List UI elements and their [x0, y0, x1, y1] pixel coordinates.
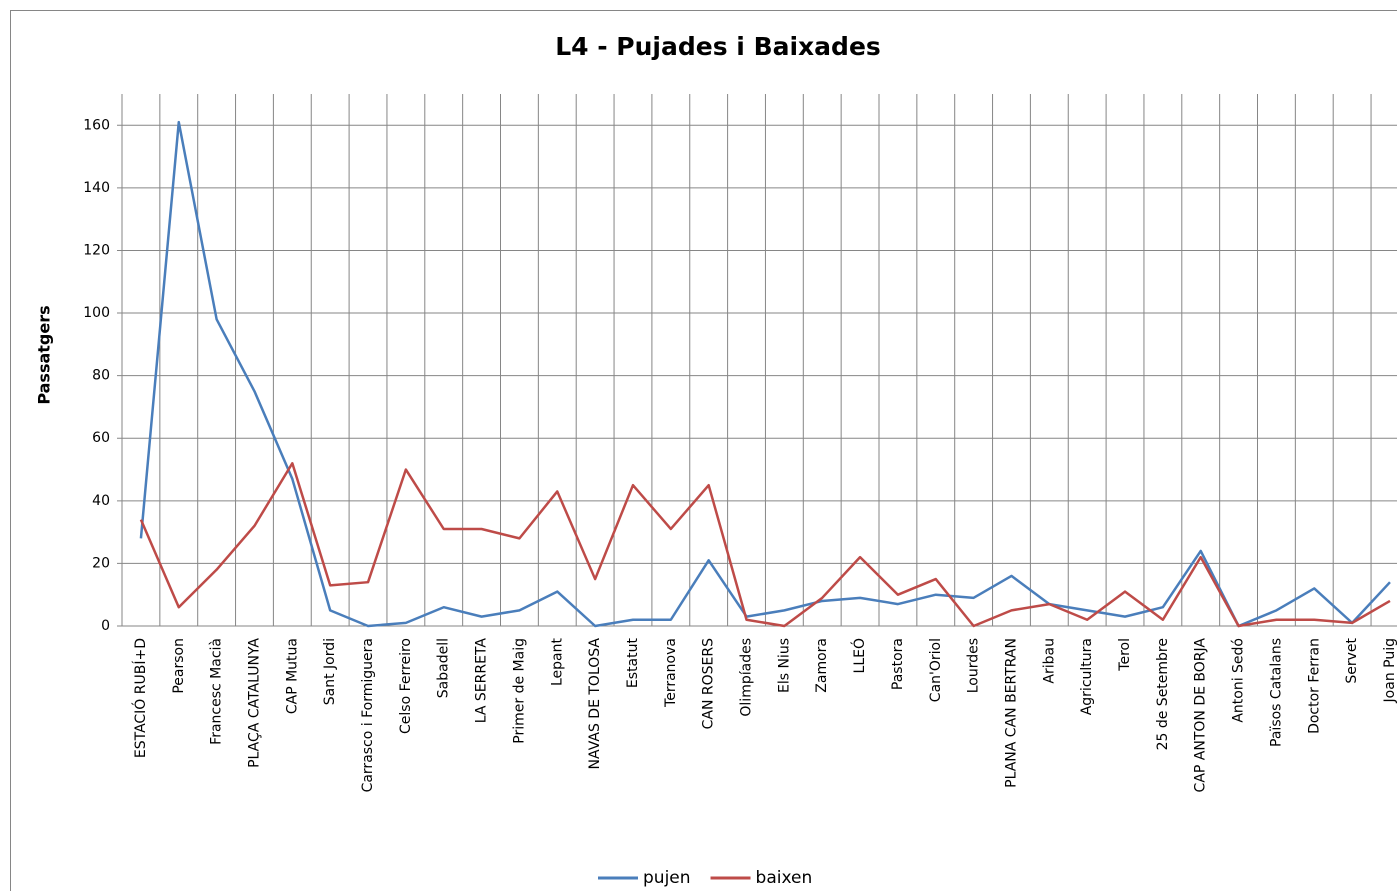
legend-label: pujen [643, 868, 691, 888]
x-tick-label: LLEÓ [850, 638, 868, 673]
x-tick-label: Sant Jordi [322, 638, 338, 705]
x-tick-label: Aribau [1041, 638, 1057, 684]
y-tick-label: 100 [83, 305, 110, 321]
y-tick-label: 140 [83, 180, 110, 196]
x-tick-label: Olimpíades [739, 638, 755, 717]
x-tick-label: Estatut [625, 637, 641, 688]
x-tick-label: Zamora [814, 638, 830, 693]
x-tick-label: LA SERRETA [474, 638, 490, 724]
x-tick-label: CAN ROSERS [701, 638, 717, 729]
x-tick-label: Celso Ferreiro [398, 638, 414, 734]
legend-label: baixen [756, 868, 813, 888]
x-tick-label: Doctor Ferran [1306, 638, 1322, 734]
x-tick-label: Can'Oriol [928, 638, 944, 702]
x-tick-label: PLAÇA CATALUNYA [246, 638, 262, 768]
x-tick-label: Servet [1344, 638, 1360, 684]
y-tick-label: 40 [92, 493, 110, 509]
y-tick-label: 60 [92, 430, 110, 446]
x-tick-label: Els Nius [776, 638, 792, 693]
x-tick-label: CAP ANTON DE BORJA [1193, 638, 1209, 793]
x-tick-label: Sabadell [436, 638, 452, 698]
y-tick-label: 80 [92, 368, 110, 384]
x-tick-label: Lourdes [966, 638, 982, 693]
x-tick-label: ESTACIÓ RUBÍ+D [131, 638, 149, 758]
y-tick-label: 160 [83, 117, 110, 133]
series-line [139, 120, 1391, 628]
x-tick-label: Terol [1117, 638, 1133, 672]
y-tick-label: 120 [83, 242, 110, 258]
y-axis-label: Passatgers [35, 305, 54, 404]
series-line [139, 462, 1391, 628]
x-tick-label: CAP Mutua [284, 638, 300, 714]
x-tick-label: NAVAS DE TOLOSA [587, 638, 603, 770]
x-tick-label: Lepant [549, 637, 565, 686]
x-tick-label: Terranova [663, 638, 679, 708]
x-tick-label: PLANA CAN BERTRAN [1003, 638, 1019, 788]
x-tick-label: Agricultura [1079, 638, 1095, 715]
y-tick-label: 20 [92, 555, 110, 571]
x-tick-label: Països Catalans [1268, 638, 1284, 747]
chart-title: L4 - Pujades i Baixades [555, 32, 881, 61]
chart-frame [10, 10, 1397, 891]
x-tick-label: Antoni Sedó [1231, 638, 1247, 723]
x-tick-label: Pastora [890, 638, 906, 690]
x-tick-label: Carrasco i Formiguera [360, 638, 376, 792]
x-tick-label: Francesc Macià [209, 638, 225, 745]
y-tick-label: 0 [101, 618, 110, 634]
x-tick-label: 25 de Setembre [1155, 638, 1171, 750]
x-tick-label: Joan Puig [1382, 638, 1397, 703]
x-tick-label: Pearson [171, 638, 187, 694]
x-tick-label: Primer de Maig [511, 638, 527, 744]
